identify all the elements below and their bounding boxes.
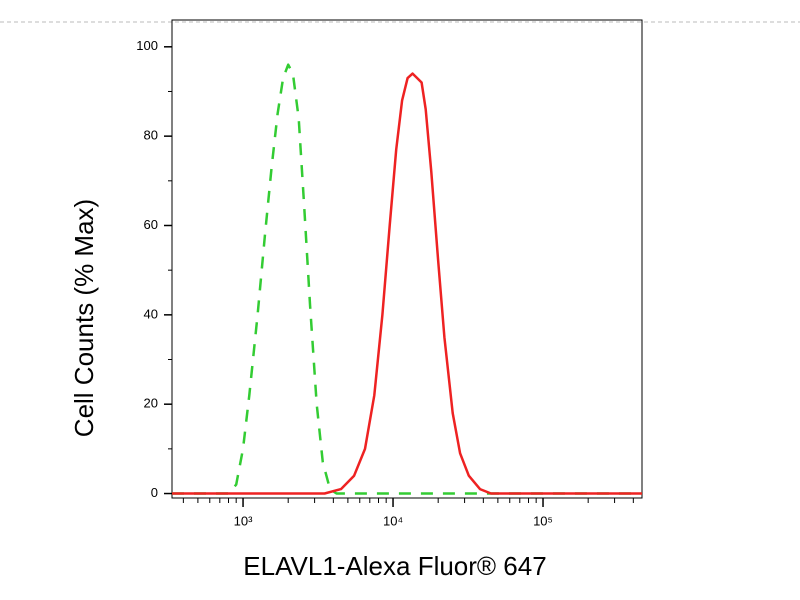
y-tick-label: 100 (136, 38, 158, 53)
histogram-line (172, 63, 642, 495)
y-tick-label: 60 (144, 217, 158, 232)
x-tick-label: 10³ (234, 513, 253, 528)
x-tick-label: 10⁴ (383, 513, 403, 528)
y-tick-label: 80 (144, 128, 158, 143)
x-axis-label: ELAVL1-Alexa Fluor® 647 (243, 551, 546, 581)
y-tick-label: 40 (144, 306, 158, 321)
y-tick-label: 0 (151, 485, 158, 500)
y-axis-label: Cell Counts (% Max) (69, 199, 99, 437)
x-tick-label: 10⁵ (533, 513, 553, 528)
histogram-line (172, 72, 642, 495)
plot-frame (171, 19, 643, 499)
y-tick-label: 20 (144, 396, 158, 411)
